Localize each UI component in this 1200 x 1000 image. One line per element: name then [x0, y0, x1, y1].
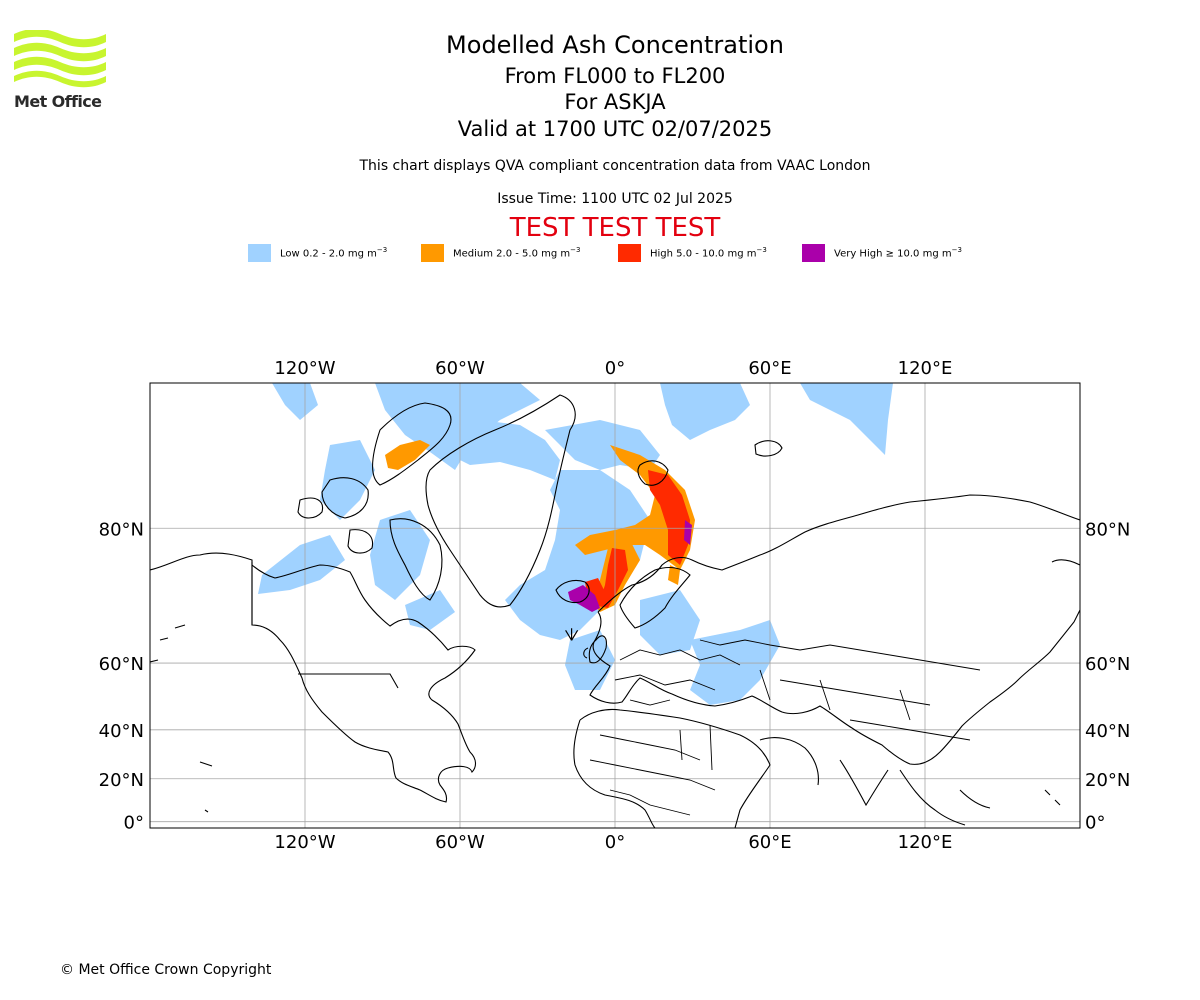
- valid-time: Valid at 1700 UTC 02/07/2025: [457, 117, 773, 141]
- coastlines: [150, 394, 1080, 828]
- lon-tick-label-bottom: 60°E: [748, 832, 791, 853]
- volcano-name: For ASKJA: [564, 90, 666, 114]
- legend-unit-exponent-low: −3: [376, 246, 388, 255]
- legend-item-medium: Medium 2.0 - 5.0 mg m−3: [421, 244, 580, 262]
- axis-labels: 120°W 120°W 60°W 60°W 0° 0° 60°E 60°E 120°E 120°E…: [99, 358, 1131, 853]
- legend-unit-exponent-very-high: −3: [951, 246, 962, 255]
- legend-unit-exponent-high: −3: [756, 246, 767, 255]
- volcano-marker: [565, 628, 579, 641]
- lat-tick-label-right: 20°N: [1085, 770, 1130, 791]
- lon-tick-label-bottom: 0°: [605, 832, 625, 853]
- legend-item-low: Low 0.2 - 2.0 mg m−3: [248, 244, 387, 262]
- lon-tick-label-top: 120°W: [274, 358, 335, 379]
- logo-text: Met Office: [14, 92, 102, 111]
- legend-label-low: Low 0.2 - 2.0 mg m: [280, 248, 377, 260]
- lat-tick-label-right: 80°N: [1085, 519, 1130, 540]
- ash-concentration-map: 120°W 120°W 60°W 60°W 0° 0° 60°E 60°E 120°E 120°E…: [99, 358, 1131, 853]
- lon-tick-label-bottom: 120°W: [274, 832, 335, 853]
- issue-time: Issue Time: 1100 UTC 02 Jul 2025: [497, 191, 733, 207]
- legend: Low 0.2 - 2.0 mg m−3 Medium 2.0 - 5.0 mg…: [0, 244, 1200, 264]
- lat-tick-label-left: 0°: [124, 813, 144, 834]
- qva-note: This chart displays QVA compliant concen…: [359, 158, 871, 174]
- lon-tick-label-top: 60°W: [435, 358, 485, 379]
- test-banner: TEST TEST TEST: [509, 213, 721, 243]
- legend-swatch-high: [618, 244, 641, 262]
- lon-tick-label-top: 120°E: [898, 358, 953, 379]
- lon-tick-label-top: 0°: [605, 358, 625, 379]
- graticule: [150, 383, 1080, 828]
- volcano-marker-ray: [565, 629, 573, 641]
- lat-tick-label-right: 0°: [1085, 813, 1105, 834]
- volcano-marker-ray: [571, 629, 579, 641]
- legend-item-very-high: Very High ≥ 10.0 mg m−3: [802, 244, 962, 262]
- lon-tick-label-bottom: 60°W: [435, 832, 485, 853]
- legend-label-medium: Medium 2.0 - 5.0 mg m: [453, 248, 571, 260]
- chart-title: Modelled Ash Concentration: [446, 31, 784, 59]
- legend-label-very-high: Very High ≥ 10.0 mg m: [834, 248, 952, 260]
- legend-swatch-medium: [421, 244, 444, 262]
- lon-tick-label-bottom: 120°E: [898, 832, 953, 853]
- lat-tick-label-left: 60°N: [99, 654, 144, 675]
- legend-swatch-low: [248, 244, 271, 262]
- legend-label-high: High 5.0 - 10.0 mg m: [650, 248, 757, 260]
- lon-tick-label-top: 60°E: [748, 358, 791, 379]
- legend-unit-exponent-medium: −3: [570, 246, 581, 255]
- lat-tick-label-left: 40°N: [99, 721, 144, 742]
- lat-tick-label-right: 40°N: [1085, 721, 1130, 742]
- lat-tick-label-left: 20°N: [99, 770, 144, 791]
- lat-tick-label-right: 60°N: [1085, 654, 1130, 675]
- lat-tick-label-left: 80°N: [99, 519, 144, 540]
- copyright: © Met Office Crown Copyright: [60, 962, 272, 978]
- legend-item-high: High 5.0 - 10.0 mg m−3: [618, 244, 767, 262]
- ash-very-high: [568, 520, 692, 612]
- map-frame: [149, 382, 1081, 829]
- flight-level-range: From FL000 to FL200: [504, 64, 726, 88]
- met-office-logo: [14, 30, 106, 88]
- legend-swatch-very-high: [802, 244, 825, 262]
- political-borders: [589, 639, 981, 816]
